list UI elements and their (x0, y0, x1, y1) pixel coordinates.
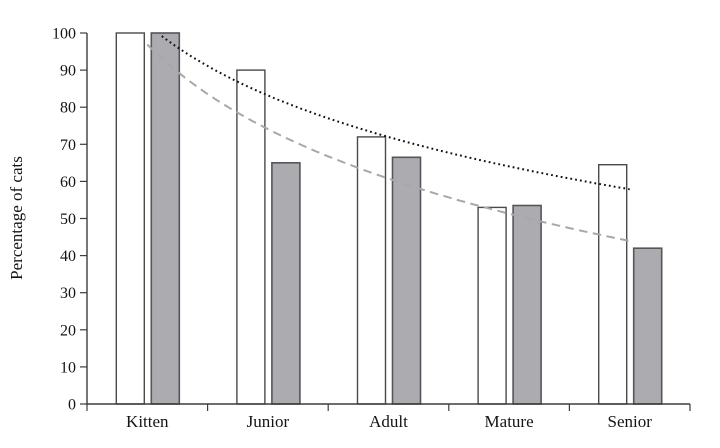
y-tick-label: 50 (60, 211, 76, 228)
category-label-kitten: Kitten (126, 412, 169, 431)
y-tick-label: 20 (60, 322, 76, 339)
y-tick-label: 60 (60, 174, 76, 191)
bar-gray-bars-mature (512, 204, 542, 405)
bar-gray-bars-junior (271, 162, 301, 405)
y-tick-label: 80 (60, 100, 76, 117)
bar-gray-bars-adult (391, 156, 422, 405)
y-tick-label: 30 (60, 285, 76, 302)
bars-layer (115, 32, 663, 405)
bar-white-bars-adult (356, 136, 387, 405)
y-tick-label: 90 (60, 63, 76, 80)
bar-white-bars-kitten (115, 32, 146, 405)
bar-white-bars-mature (477, 206, 507, 405)
bar-white-bars-junior (236, 69, 266, 405)
category-label-junior: Junior (247, 412, 290, 431)
axes-layer: 0 10 20 30 40 50 60 70 80 90 100 Kitten Junior Adult M… (52, 26, 691, 431)
trendlines-layer (146, 35, 630, 242)
y-tick-label: 10 (60, 359, 76, 376)
bar-white-bars-senior (598, 163, 628, 405)
y-axis-title: Percentage of cats (7, 156, 26, 280)
bar-gray-bars-kitten (150, 32, 181, 405)
category-label-mature: Mature (485, 412, 534, 431)
dashed-gray-trendline (146, 43, 630, 242)
bar-gray-bars-senior (632, 247, 663, 405)
dotted-black-trendline (161, 35, 630, 191)
y-tick-label: 100 (52, 26, 76, 43)
y-tick-label: 0 (68, 397, 76, 414)
category-label-adult: Adult (369, 412, 408, 431)
category-label-senior: Senior (608, 412, 653, 431)
y-tick-label: 70 (60, 137, 76, 154)
y-tick-label: 40 (60, 248, 76, 265)
